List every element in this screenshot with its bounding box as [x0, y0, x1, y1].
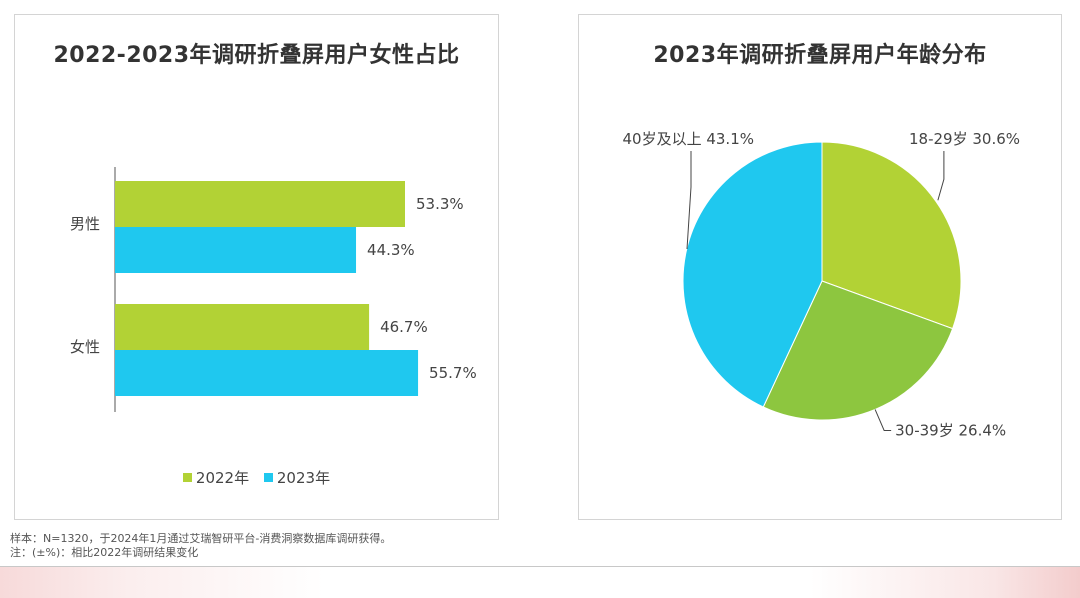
legend-label-2022: 2022年: [195, 469, 250, 487]
bottom-decoration-bar: [0, 566, 1080, 598]
legend-label-2023: 2023年: [276, 469, 331, 487]
gender-bar-chart: 男性 53.3% 44.3% 女性 46.7% 55.7%: [70, 167, 477, 412]
bar-value-label-2023年-男性: 44.3%: [367, 241, 415, 259]
pie-label-2: 40岁及以上 43.1%: [622, 130, 754, 148]
footnote-note: 注：(±%)：相比2022年调研结果变化: [10, 546, 199, 559]
gender-chart-legend: 2022年 2023年: [15, 467, 498, 488]
legend-item-2022: 2022年: [182, 467, 250, 488]
legend-swatch-2023: [263, 473, 273, 482]
bar-value-label-2022年-女性: 46.7%: [380, 318, 428, 336]
bar-2022年-女性: [115, 304, 370, 350]
bar-value-label-2022年-男性: 53.3%: [416, 195, 464, 213]
bottom-divider: [0, 566, 1080, 567]
bar-2023年-男性: [115, 227, 357, 273]
pie-slice-0: [821, 141, 962, 330]
footnote-sample: 样本：N=1320，于2024年1月通过艾瑞智研平台-消费洞察数据库调研获得。: [10, 532, 392, 545]
pie-label-1: 30-39岁 26.4%: [895, 421, 1006, 439]
bar-2023年-女性: [115, 350, 419, 396]
pie-label-0: 18-29岁 30.6%: [909, 130, 1020, 148]
gender-chart-panel: 2022-2023年调研折叠屏用户女性占比 男性 53.3% 44.3% 女性 46.7…: [14, 14, 499, 520]
pie-leader-1: [874, 409, 892, 431]
age-chart-title: 2023年调研折叠屏用户年龄分布: [653, 43, 987, 68]
legend-swatch-2022: [182, 473, 192, 482]
pie-leader-2: [686, 151, 692, 250]
category-label-0: 男性: [70, 215, 100, 233]
age-chart-panel: 2023年调研折叠屏用户年龄分布 18-29岁 30.6% 30-39岁 26.4…: [578, 14, 1062, 520]
pie-leader-0: [937, 151, 945, 201]
legend-item-2023: 2023年: [263, 467, 331, 488]
category-label-1: 女性: [70, 338, 100, 356]
pie-slice-2: [682, 141, 823, 408]
bar-2022年-男性: [115, 181, 405, 227]
bar-value-label-2023年-女性: 55.7%: [429, 364, 477, 382]
gender-chart-title: 2022-2023年调研折叠屏用户女性占比: [53, 43, 460, 68]
age-pie-chart: 18-29岁 30.6% 30-39岁 26.4% 40岁及以上 43.1%: [622, 130, 1020, 439]
